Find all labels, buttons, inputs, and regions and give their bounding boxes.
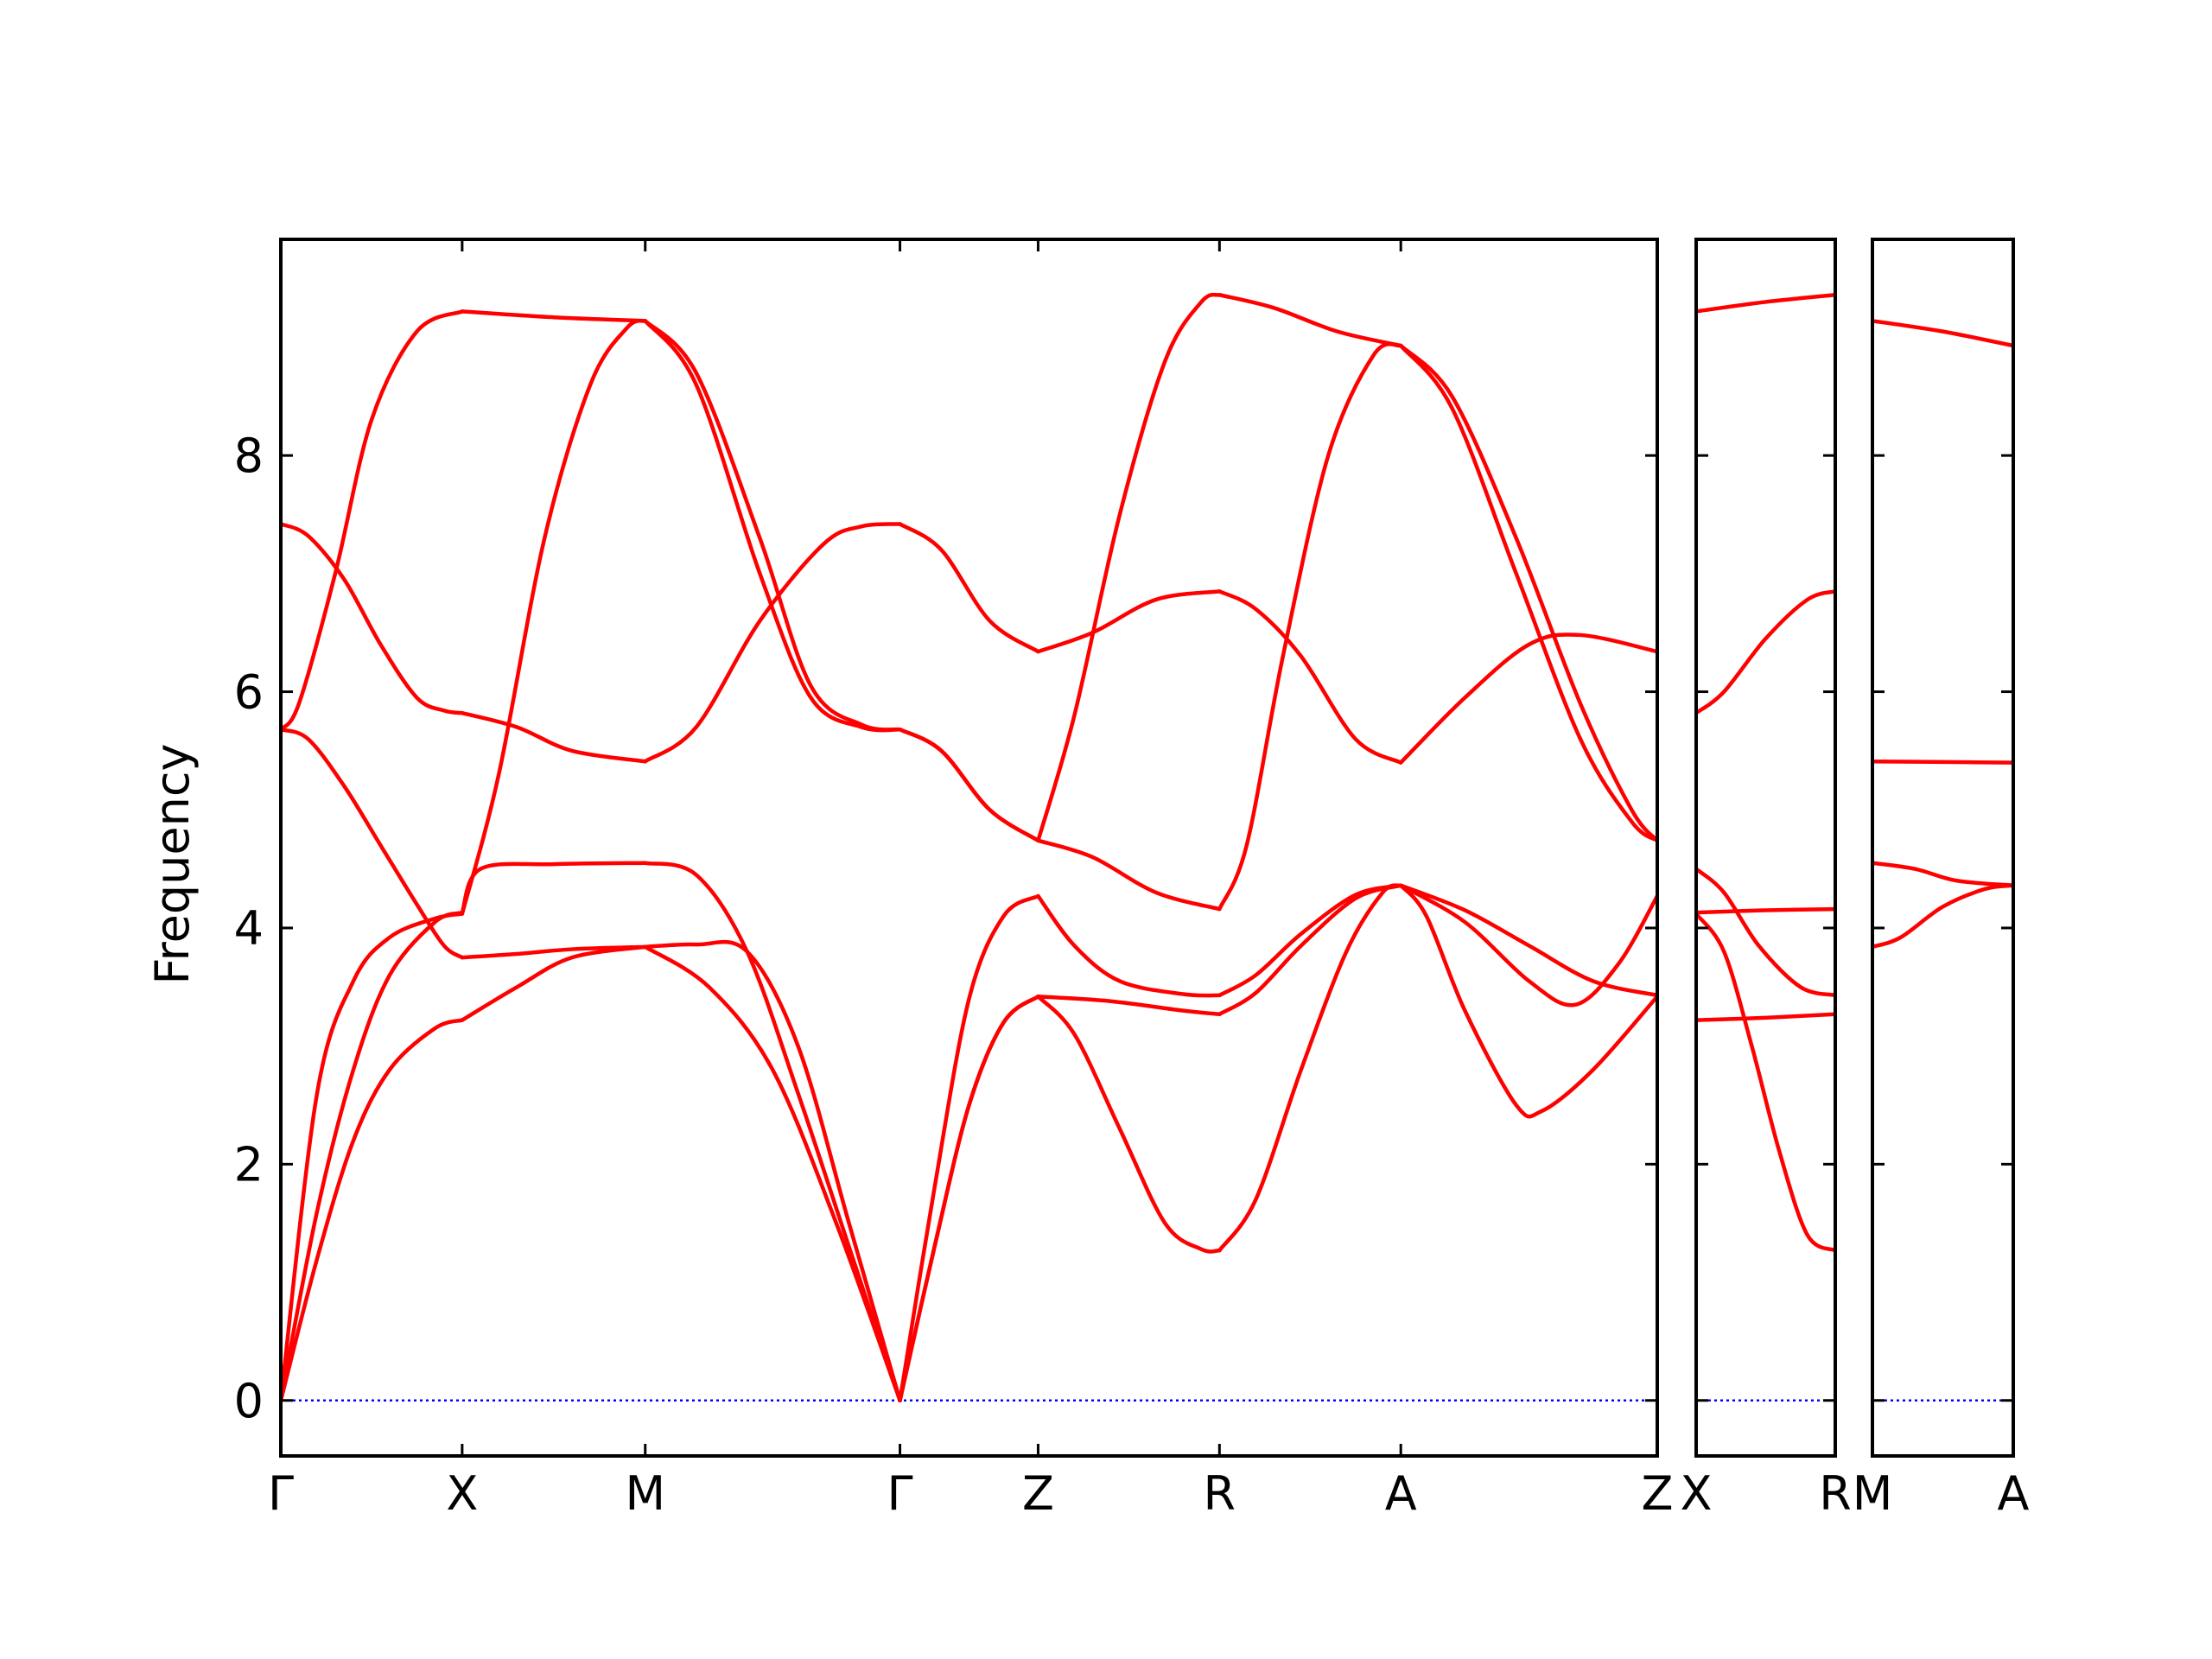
band-line-Z-R-3 <box>1036 893 1222 998</box>
band-line-Z-R-2 <box>1036 994 1222 1016</box>
x-tick-label-A: A <box>1385 1466 1417 1521</box>
band-line-X-M-1 <box>460 944 647 1022</box>
x-tick-label-M: M <box>625 1466 665 1521</box>
x-tick-label-Γ: Γ <box>887 1466 913 1521</box>
band-line-R-A-2 <box>1217 883 1403 1016</box>
band-line-X-R-1 <box>1696 1012 1835 1022</box>
band-line-Z-R-5 <box>1036 292 1222 843</box>
band-line-X-R-2 <box>1696 906 1835 915</box>
bands-group <box>1872 319 2013 950</box>
panel-1: 0 2 4 6 8 Γ X M Γ Z R A Z <box>234 238 1674 1521</box>
y-axis-label: Frequency <box>145 744 200 985</box>
band-line-A-Z-5 <box>1398 343 1657 843</box>
panel-frame <box>279 238 1659 1458</box>
band-line-R-A-5 <box>1217 293 1403 348</box>
band-line-M-Γ-4 <box>643 319 902 733</box>
band-line-Γ-X-5 <box>281 309 465 732</box>
band-line-X-M-2 <box>460 861 647 915</box>
band-line-X-R-6 <box>1696 293 1835 314</box>
band-line-M-A-3 <box>1872 759 2013 765</box>
band-line-X-R-4 <box>1696 867 1835 998</box>
band-line-A-Z-6 <box>1398 632 1657 765</box>
band-line-Z-R-1 <box>1036 994 1222 1254</box>
band-line-M-Γ-6 <box>643 522 902 764</box>
band-line-X-R-5 <box>1696 589 1835 715</box>
x-tick-label-X: X <box>1681 1466 1713 1521</box>
panel-frame <box>1871 238 2015 1458</box>
x-tick-label-X: X <box>446 1466 478 1521</box>
band-line-Γ-Z-1 <box>898 994 1040 1402</box>
band-line-M-Γ-2 <box>643 939 902 1402</box>
y-tick-label: 0 <box>234 1374 264 1428</box>
x-tick-label-R: R <box>1204 1466 1236 1521</box>
y-tick-label: 2 <box>234 1137 264 1192</box>
band-line-M-A-4 <box>1872 319 2013 348</box>
x-tick-label-Γ: Γ <box>268 1466 294 1521</box>
band-line-A-Z-1 <box>1398 883 1657 1119</box>
bands-group <box>281 292 1657 1402</box>
band-line-X-M-3 <box>460 944 647 960</box>
band-line-X-R-3 <box>1696 912 1835 1253</box>
x-tick-label-M: M <box>1853 1466 1893 1521</box>
band-line-Γ-X-3 <box>281 912 465 1402</box>
bands-group <box>1696 293 1835 1253</box>
band-line-R-A-4 <box>1217 341 1403 912</box>
band-line-X-M-4 <box>460 319 647 916</box>
band-line-Γ-Z-3 <box>898 893 1040 1402</box>
band-line-Γ-Z-5 <box>898 728 1040 843</box>
band-line-R-A-1 <box>1217 883 1403 1253</box>
x-tick-label-Z: Z <box>1022 1466 1054 1521</box>
band-line-Γ-Z-6 <box>898 522 1040 654</box>
band-line-Γ-X-2 <box>281 910 465 1402</box>
y-tick-label: 4 <box>234 901 264 956</box>
band-line-A-Z-4 <box>1398 343 1657 843</box>
y-tick-label: 8 <box>234 429 264 483</box>
band-line-A-Z-3 <box>1398 883 1657 998</box>
band-line-Γ-Z-2 <box>898 994 1040 1402</box>
y-tick-label: 6 <box>234 665 264 720</box>
x-tick-label-A: A <box>1998 1466 2030 1521</box>
band-line-X-M-5 <box>460 309 647 323</box>
x-tick-label-R: R <box>1819 1466 1852 1521</box>
band-line-Γ-X-1 <box>281 1018 465 1402</box>
x-tick-label-Z: Z <box>1642 1466 1674 1521</box>
panel-frame <box>1694 238 1837 1458</box>
band-line-M-Γ-1 <box>643 944 902 1402</box>
band-line-Z-R-4 <box>1036 838 1222 912</box>
band-line-Z-R-6 <box>1036 589 1222 654</box>
band-line-Γ-X-6 <box>281 522 465 715</box>
band-line-R-A-3 <box>1217 883 1403 998</box>
band-line-M-Γ-3 <box>643 861 902 1402</box>
band-line-X-M-6 <box>460 710 647 764</box>
band-line-Γ-X-4 <box>281 728 465 960</box>
band-line-M-A-1 <box>1872 883 2013 950</box>
band-line-R-A-6 <box>1217 589 1403 765</box>
band-line-M-A-2 <box>1872 861 2013 887</box>
band-line-M-Γ-5 <box>643 319 902 732</box>
band-line-A-Z-2 <box>1398 883 1657 1007</box>
